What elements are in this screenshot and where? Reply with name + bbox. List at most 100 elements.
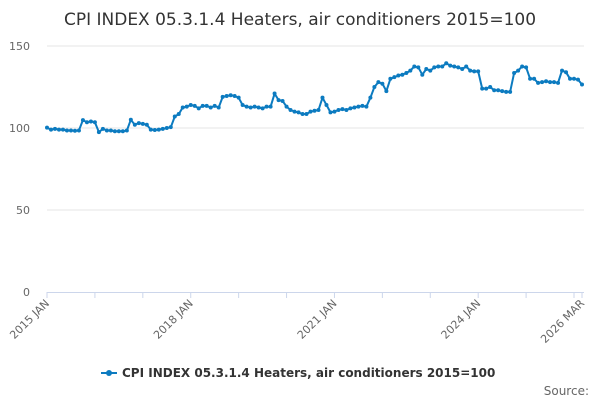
data-point[interactable]: [212, 103, 217, 108]
data-point[interactable]: [436, 64, 441, 69]
data-point[interactable]: [428, 68, 433, 73]
data-point[interactable]: [452, 64, 457, 69]
data-point[interactable]: [392, 75, 397, 80]
data-point[interactable]: [404, 71, 409, 76]
data-point[interactable]: [196, 106, 201, 111]
data-point[interactable]: [208, 105, 213, 110]
data-point[interactable]: [296, 110, 301, 115]
data-point[interactable]: [328, 110, 333, 115]
data-point[interactable]: [456, 65, 461, 70]
data-point[interactable]: [108, 128, 113, 133]
data-point[interactable]: [45, 125, 49, 130]
data-point[interactable]: [376, 80, 381, 85]
data-point[interactable]: [508, 89, 513, 94]
data-point[interactable]: [460, 66, 465, 71]
data-point[interactable]: [364, 104, 369, 109]
data-point[interactable]: [488, 85, 493, 89]
data-point[interactable]: [564, 70, 569, 75]
data-point[interactable]: [568, 76, 573, 81]
data-point[interactable]: [240, 103, 245, 108]
data-point[interactable]: [244, 104, 249, 109]
data-point[interactable]: [192, 103, 197, 108]
data-point[interactable]: [520, 64, 525, 69]
data-point[interactable]: [336, 107, 341, 112]
data-point[interactable]: [172, 114, 177, 119]
data-point[interactable]: [56, 127, 61, 132]
data-point[interactable]: [516, 68, 521, 73]
data-point[interactable]: [292, 109, 297, 114]
data-point[interactable]: [464, 64, 469, 69]
data-point[interactable]: [332, 109, 337, 114]
data-point[interactable]: [304, 112, 309, 117]
data-point[interactable]: [60, 127, 65, 132]
data-point[interactable]: [388, 76, 393, 81]
data-point[interactable]: [256, 105, 261, 110]
data-point[interactable]: [348, 106, 353, 111]
data-point[interactable]: [64, 128, 69, 133]
data-point[interactable]: [264, 104, 269, 109]
data-point[interactable]: [544, 79, 549, 84]
data-point[interactable]: [184, 104, 189, 109]
data-point[interactable]: [548, 80, 553, 85]
legend[interactable]: CPI INDEX 05.3.1.4 Heaters, air conditio…: [101, 366, 495, 380]
data-point[interactable]: [468, 68, 473, 73]
data-point[interactable]: [396, 73, 401, 78]
data-point[interactable]: [320, 95, 325, 100]
data-point[interactable]: [384, 89, 389, 94]
data-point[interactable]: [68, 128, 73, 133]
data-point[interactable]: [492, 88, 497, 93]
data-point[interactable]: [496, 88, 501, 93]
data-point[interactable]: [220, 94, 225, 99]
data-point[interactable]: [48, 127, 53, 132]
data-point[interactable]: [408, 68, 413, 73]
data-point[interactable]: [312, 108, 317, 113]
data-point[interactable]: [216, 105, 221, 110]
data-point[interactable]: [224, 94, 229, 99]
data-point[interactable]: [444, 61, 449, 66]
data-point[interactable]: [260, 106, 265, 111]
data-point[interactable]: [148, 127, 153, 132]
data-point[interactable]: [340, 107, 345, 112]
data-point[interactable]: [416, 65, 421, 70]
data-point[interactable]: [440, 64, 445, 69]
data-point[interactable]: [204, 103, 209, 108]
data-point[interactable]: [272, 91, 277, 96]
data-point[interactable]: [132, 122, 137, 127]
data-point[interactable]: [324, 103, 329, 108]
data-point[interactable]: [528, 76, 533, 81]
data-point[interactable]: [276, 98, 281, 103]
data-point[interactable]: [308, 109, 313, 114]
data-point[interactable]: [300, 112, 305, 117]
data-point[interactable]: [424, 66, 429, 71]
data-point[interactable]: [72, 128, 77, 133]
data-point[interactable]: [76, 128, 81, 133]
data-point[interactable]: [80, 118, 85, 123]
data-point[interactable]: [504, 89, 509, 94]
data-point[interactable]: [420, 72, 425, 77]
data-point[interactable]: [560, 68, 565, 73]
data-point[interactable]: [432, 65, 437, 70]
data-point[interactable]: [576, 77, 581, 82]
data-point[interactable]: [140, 121, 145, 126]
data-point[interactable]: [200, 103, 205, 108]
data-point[interactable]: [500, 89, 505, 94]
data-point[interactable]: [228, 93, 233, 98]
data-point[interactable]: [120, 129, 125, 134]
data-point[interactable]: [540, 80, 545, 85]
data-point[interactable]: [400, 72, 405, 77]
data-point[interactable]: [368, 95, 373, 100]
data-point[interactable]: [480, 86, 485, 91]
data-point[interactable]: [152, 127, 157, 132]
data-point[interactable]: [248, 105, 253, 110]
data-point[interactable]: [100, 126, 105, 131]
data-point[interactable]: [168, 125, 173, 130]
data-point[interactable]: [268, 104, 273, 109]
data-point[interactable]: [280, 98, 285, 103]
data-point[interactable]: [536, 80, 541, 85]
data-point[interactable]: [144, 122, 149, 127]
data-point[interactable]: [380, 81, 385, 86]
data-point[interactable]: [164, 126, 169, 130]
data-point[interactable]: [524, 65, 529, 70]
data-point[interactable]: [136, 121, 141, 126]
data-point[interactable]: [344, 107, 349, 112]
